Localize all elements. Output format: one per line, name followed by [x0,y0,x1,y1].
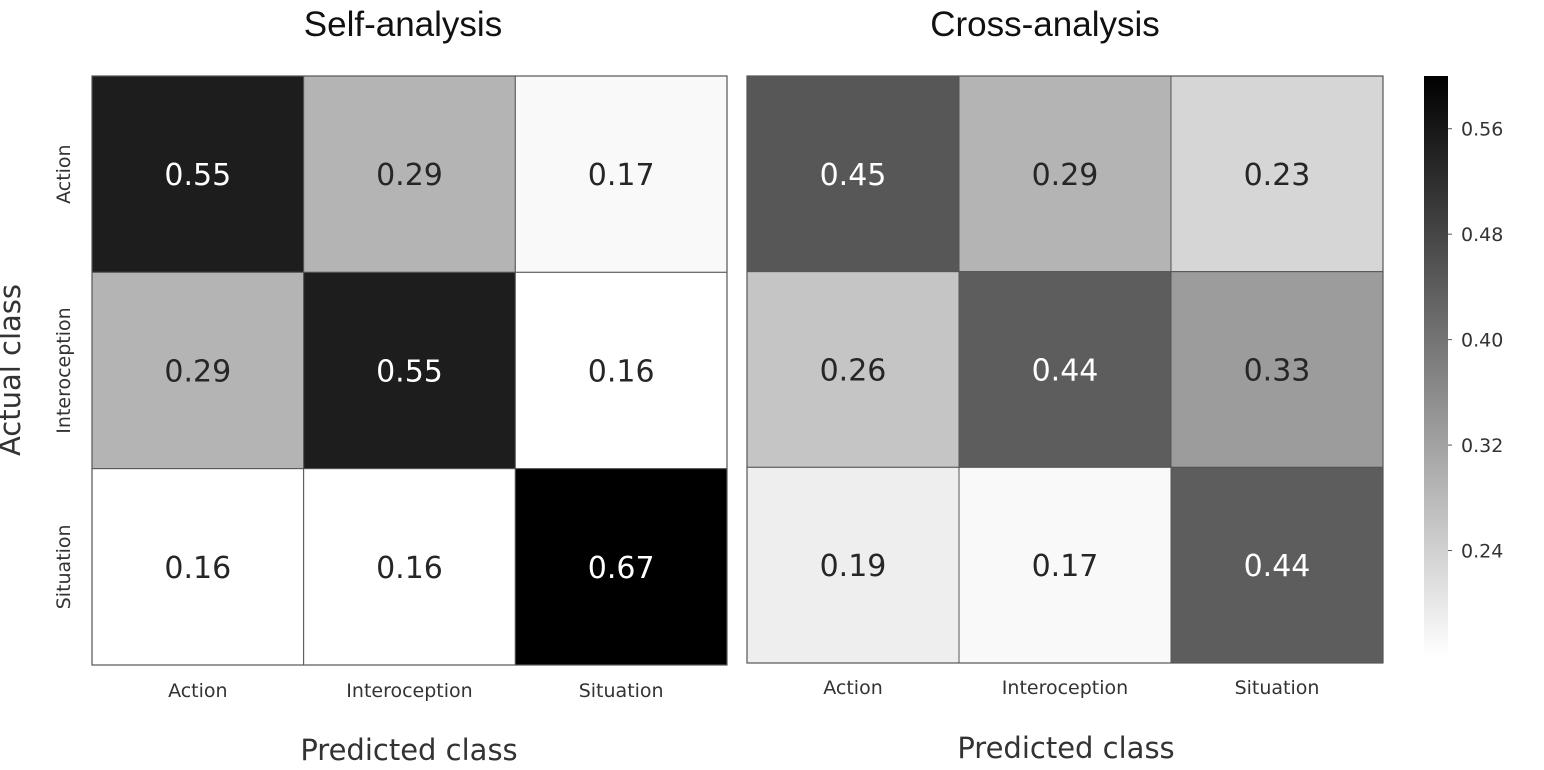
cross-analysis-cell-label-0-0: 0.45 [820,158,887,193]
cross-analysis-cell-0-2 [1170,75,1384,273]
colorbar-gradient [1424,76,1448,656]
self-analysis-cell-1-0 [91,271,305,470]
cross-analysis-cell-2-2 [1170,466,1384,664]
self-analysis-cell-label-0-0: 0.55 [164,158,231,193]
self-analysis-cell-label-2-2: 0.67 [588,551,655,586]
cross-analysis-cell-1-0 [746,271,960,468]
self-analysis-cell-1-2 [514,271,728,470]
cross-analysis-panel: Cross-analysis 0.45 0.29 0.230.26 0.44 0.330… [746,5,1384,765]
cross-analysis-cell-1-1 [958,271,1172,468]
self-analysis-cell-0-0 [91,75,305,273]
self-analysis-x-axis-label: Predicted class [300,733,517,767]
colorbar: 0.56 0.48 0.40 0.32 0.24 [1424,76,1503,656]
cross-analysis-cell-0-1 [958,75,1172,273]
self-analysis-y-ticks: Action Interoception Situation [53,144,75,609]
y-axis-label: Actual class [0,284,27,456]
self-analysis-cell-label-2-0: 0.16 [164,551,231,586]
cross-analysis-cell-0-0 [746,75,960,273]
self-analysis-y-tick-action: Action [53,144,75,204]
self-analysis-x-ticks: Action Interoception Situation [168,680,664,702]
colorbar-tick-label: 0.48 [1461,224,1503,246]
self-analysis-frame [91,75,728,666]
cross-analysis-x-ticks: Action Interoception Situation [823,677,1319,699]
self-analysis-y-tick-interoception: Interoception [53,307,75,433]
self-analysis-cell-1-1 [303,271,516,470]
self-analysis-x-tick-interoception: Interoception [346,680,472,702]
self-analysis-cell-label-0-2: 0.17 [588,158,655,193]
cross-analysis-cell-label-2-0: 0.19 [820,549,887,584]
cross-analysis-cell-1-2 [1170,271,1384,468]
cross-analysis-x-tick-situation: Situation [1235,677,1320,699]
colorbar-tick-label: 0.24 [1461,541,1503,563]
cross-analysis-cells: 0.45 0.29 0.23 0.26 0.44 0.33 0.19 0.17 0.44 [746,75,1384,664]
self-analysis-y-tick-situation: Situation [53,524,75,609]
cross-analysis-cell-2-0 [746,466,960,664]
cross-analysis-cell-label-1-2: 0.33 [1244,354,1311,389]
cross-analysis-cell-label-1-0: 0.26 [820,354,887,389]
cross-analysis-title: Cross-analysis [930,5,1160,44]
cross-analysis-x-tick-action: Action [823,677,883,699]
self-analysis-title: Self-analysis [304,5,502,44]
self-analysis-cell-label-1-2: 0.16 [588,355,655,390]
self-analysis-x-tick-action: Action [168,680,228,702]
self-analysis-cells: 0.55 0.29 0.17 0.29 0.55 0.16 0.16 0.16 0.67 [91,75,728,666]
cross-analysis-cell-label-0-1: 0.29 [1032,158,1099,193]
self-analysis-cell-label-1-0: 0.29 [164,355,231,390]
cross-analysis-cell-label-2-2: 0.44 [1244,549,1311,584]
colorbar-ticks: 0.56 0.48 0.40 0.32 0.24 [1448,119,1503,563]
cross-analysis-x-axis-label: Predicted class [957,731,1174,765]
colorbar-tick-label: 0.40 [1461,330,1503,352]
self-analysis-cell-0-1 [303,75,516,273]
self-analysis-x-tick-situation: Situation [579,680,664,702]
self-analysis-panel: Self-analysis 0.55 0.29 0.170.29 0.55 0.160.… [0,5,728,767]
self-analysis-cell-2-0 [91,468,305,666]
cross-analysis-cell-label-0-2: 0.23 [1244,158,1311,193]
self-analysis-cell-label-0-1: 0.29 [376,158,443,193]
self-analysis-cell-label-1-1: 0.55 [376,355,443,390]
colorbar-tick-label: 0.32 [1461,435,1503,457]
cross-analysis-x-tick-interoception: Interoception [1002,677,1128,699]
colorbar-tick-label: 0.56 [1461,119,1503,141]
cross-analysis-cell-label-2-1: 0.17 [1032,549,1099,584]
cross-analysis-cell-2-1 [958,466,1172,664]
cross-analysis-frame [746,75,1384,664]
self-analysis-cell-2-1 [303,468,516,666]
self-analysis-cell-label-2-1: 0.16 [376,551,443,586]
cross-analysis-cell-label-1-1: 0.44 [1032,354,1099,389]
